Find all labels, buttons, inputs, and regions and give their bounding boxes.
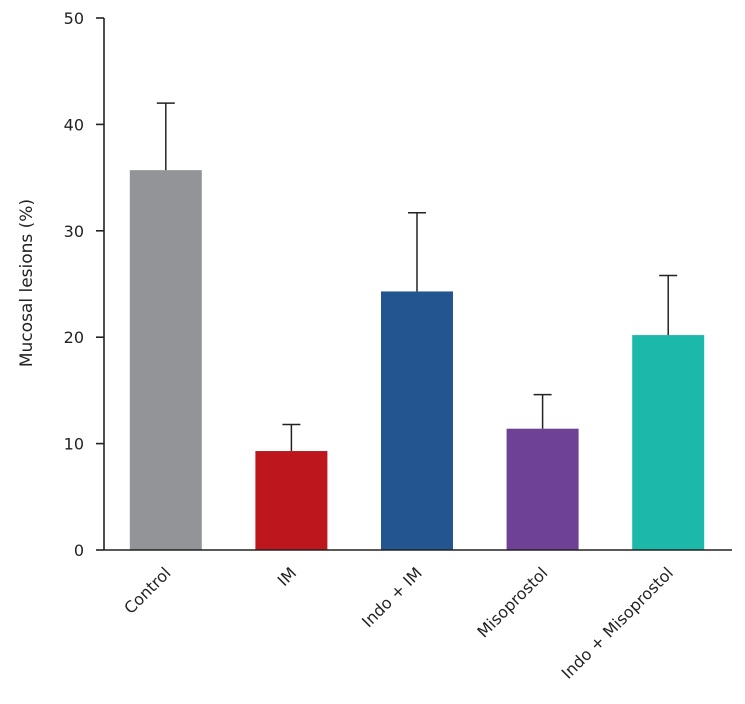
x-tick-label: Control [120, 563, 174, 617]
bars-group [129, 170, 705, 551]
y-axis-label: Mucosal lesions (%) [17, 199, 37, 367]
x-tick-label: IM [274, 563, 301, 590]
bar [129, 170, 202, 551]
x-tick-label: Indo + IM [358, 563, 426, 631]
y-tick-label: 50 [64, 9, 84, 28]
y-tick-label: 10 [64, 435, 84, 454]
x-tick-label: Misoprostol [473, 563, 551, 641]
y-tick-label: 30 [64, 222, 84, 241]
y-ticks-group: 0 10 20 30 40 50 [64, 9, 104, 560]
x-tick-label: Indo + Misoprostol [558, 563, 677, 682]
axes-group [103, 18, 732, 551]
bar [381, 291, 453, 550]
y-tick-label: 20 [64, 328, 84, 347]
bar [506, 428, 579, 550]
y-tick-label: 40 [64, 115, 84, 134]
bar [255, 451, 328, 550]
bar [632, 335, 705, 550]
error-bars-group [156, 102, 678, 452]
x-tick-labels-group: Control IM Indo + IM Misoprostol Indo + Miso… [120, 563, 677, 682]
y-tick-label: 0 [74, 541, 84, 560]
